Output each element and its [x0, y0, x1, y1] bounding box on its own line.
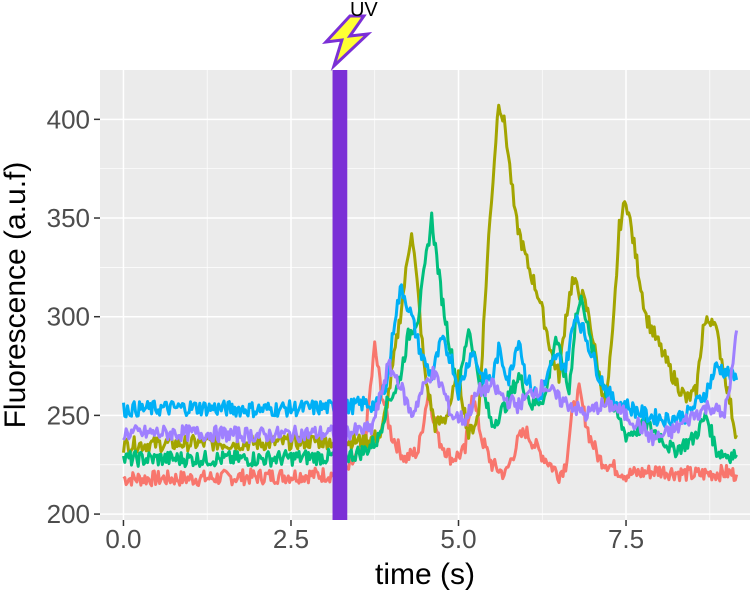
uv-label: UV — [350, 0, 378, 21]
y-axis-ticks: 200 250 300 350 400 — [47, 104, 100, 529]
y-tick-label: 250 — [47, 400, 90, 430]
x-tick-label: 2.5 — [273, 524, 309, 554]
y-tick-label: 400 — [47, 104, 90, 134]
y-tick-label: 350 — [47, 203, 90, 233]
uv-exposure-band — [332, 70, 348, 520]
x-axis-title: time (s) — [375, 558, 475, 591]
series-line-5 — [122, 330, 739, 447]
x-axis-ticks: 0.0 2.5 5.0 7.5 — [105, 520, 644, 554]
series-line-3 — [122, 211, 738, 469]
uv-marker: UV — [322, 0, 378, 520]
series-layer — [122, 103, 739, 488]
lightning-bolt-icon — [322, 14, 373, 71]
series-line-2 — [122, 103, 738, 455]
x-tick-label: 7.5 — [608, 524, 644, 554]
y-axis-title: Fluorescence (a.u.f) — [0, 162, 32, 429]
y-tick-label: 300 — [47, 302, 90, 332]
x-tick-label: 0.0 — [105, 524, 141, 554]
y-tick-label: 200 — [47, 499, 90, 529]
x-tick-label: 5.0 — [440, 524, 476, 554]
